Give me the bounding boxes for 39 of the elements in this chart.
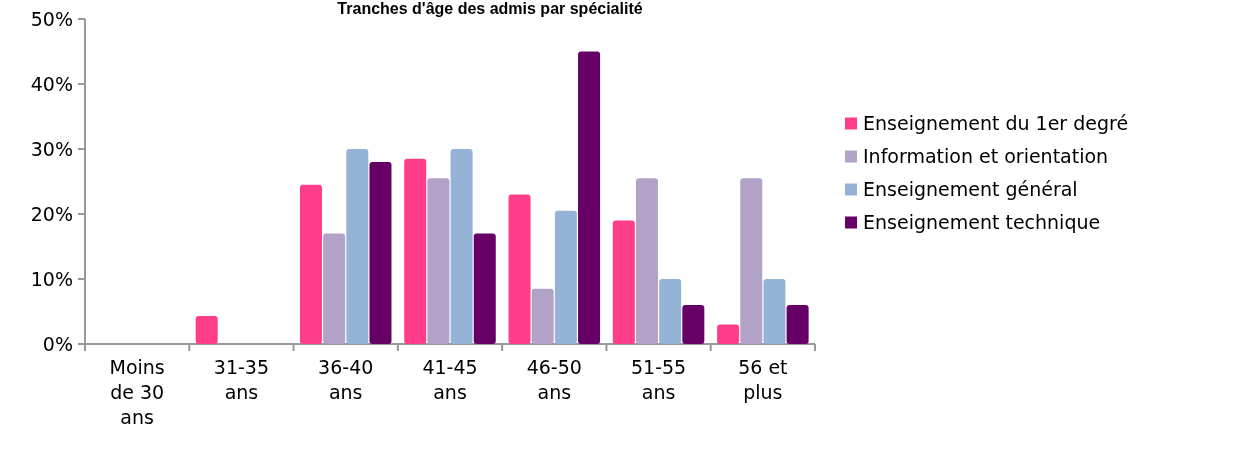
bar: [404, 158, 427, 344]
bar: [531, 288, 554, 344]
y-tick-label: 30%: [30, 137, 73, 160]
y-tick-label: 20%: [30, 202, 73, 225]
x-tick-label: 51-55 ans: [630, 356, 687, 403]
y-tick-label: 50%: [30, 7, 73, 30]
y-tick-label: 40%: [30, 72, 73, 95]
bar: [612, 220, 635, 344]
bar: [427, 178, 450, 344]
x-tick-label: 46-50 ans: [526, 356, 582, 403]
bar: [682, 305, 705, 344]
bar: [450, 149, 473, 344]
bar: [195, 316, 218, 344]
bar: [635, 178, 658, 344]
legend-label: Enseignement du 1er degré: [863, 112, 1129, 135]
x-tick-label: 31-35 ans: [213, 356, 270, 403]
bar: [346, 149, 369, 344]
chart-title: Tranches d'âge des admis par spécialité: [337, 0, 643, 17]
bar: [578, 51, 601, 344]
x-tick-label: Moins de 30 ans: [109, 356, 165, 428]
bar: [786, 305, 809, 344]
y-tick-label: 0%: [42, 332, 73, 355]
bar: [508, 194, 531, 344]
legend-label: Enseignement général: [863, 178, 1078, 201]
bar: [473, 233, 496, 344]
bar: [763, 279, 786, 344]
x-tick-label: 56 et plus: [738, 356, 788, 403]
legend-label: Enseignement technique: [863, 211, 1101, 234]
bar: [369, 162, 392, 344]
bar: [740, 178, 763, 344]
y-tick-label: 10%: [30, 267, 73, 290]
legend-label: Information et orientation: [863, 145, 1109, 168]
x-tick-label: 36-40 ans: [318, 356, 374, 403]
bar: [323, 233, 346, 344]
bar: [554, 210, 577, 344]
bar: [299, 184, 322, 344]
bar: [659, 279, 682, 344]
x-tick-label: 41-45 ans: [422, 356, 478, 403]
bar: [717, 324, 740, 344]
